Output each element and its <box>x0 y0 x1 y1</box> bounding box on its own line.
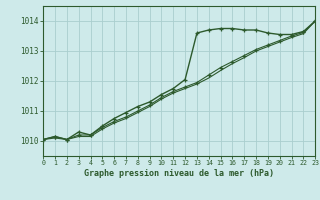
X-axis label: Graphe pression niveau de la mer (hPa): Graphe pression niveau de la mer (hPa) <box>84 169 274 178</box>
